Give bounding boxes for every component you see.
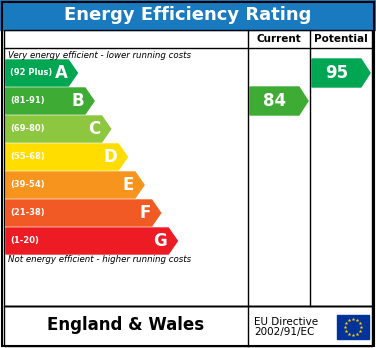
- Polygon shape: [312, 59, 370, 87]
- Text: F: F: [139, 204, 151, 222]
- Text: (55-68): (55-68): [10, 152, 45, 161]
- Text: Potential: Potential: [314, 34, 368, 44]
- Text: (92 Plus): (92 Plus): [10, 69, 52, 78]
- Text: 95: 95: [325, 64, 348, 82]
- Bar: [4, 306, 372, 346]
- Polygon shape: [6, 228, 177, 254]
- Text: (21-38): (21-38): [10, 208, 45, 218]
- Text: England & Wales: England & Wales: [47, 316, 205, 334]
- Text: (39-54): (39-54): [10, 181, 45, 190]
- Text: (69-80): (69-80): [10, 125, 44, 134]
- Text: Not energy efficient - higher running costs: Not energy efficient - higher running co…: [8, 254, 191, 263]
- Text: (1-20): (1-20): [10, 237, 39, 245]
- Text: D: D: [104, 148, 117, 166]
- Polygon shape: [6, 60, 77, 86]
- Text: G: G: [154, 232, 167, 250]
- Polygon shape: [6, 88, 94, 114]
- Polygon shape: [6, 172, 144, 198]
- Text: Current: Current: [257, 34, 302, 44]
- Text: A: A: [55, 64, 67, 82]
- Text: 2002/91/EC: 2002/91/EC: [254, 327, 314, 337]
- Text: EU Directive: EU Directive: [254, 317, 318, 327]
- Bar: [337, 315, 369, 339]
- Bar: [4, 30, 372, 306]
- Text: Very energy efficient - lower running costs: Very energy efficient - lower running co…: [8, 50, 191, 60]
- Text: 84: 84: [263, 92, 286, 110]
- Bar: [0, 0, 376, 30]
- Text: Energy Efficiency Rating: Energy Efficiency Rating: [64, 6, 312, 24]
- Polygon shape: [6, 200, 161, 226]
- Text: (81-91): (81-91): [10, 96, 45, 105]
- Polygon shape: [250, 87, 308, 115]
- Polygon shape: [6, 116, 111, 142]
- Text: C: C: [88, 120, 101, 138]
- Text: E: E: [123, 176, 134, 194]
- Text: B: B: [71, 92, 84, 110]
- Polygon shape: [6, 144, 127, 170]
